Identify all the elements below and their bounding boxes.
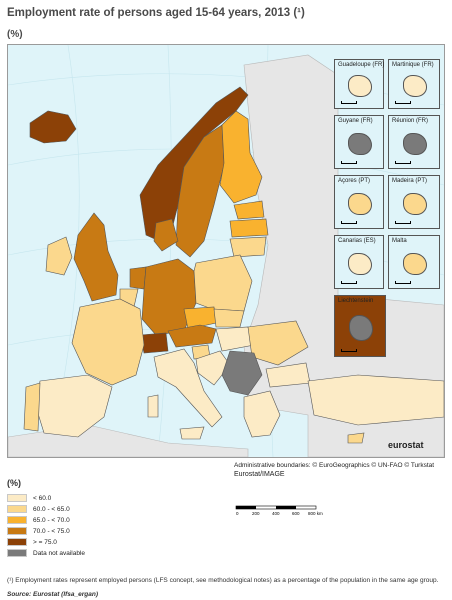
legend-item: 65.0 - < 70.0 bbox=[7, 515, 85, 525]
inset-azores: Açores (PT) bbox=[334, 175, 384, 229]
iceland bbox=[29, 110, 77, 144]
france bbox=[71, 298, 145, 386]
scale-label: 0 bbox=[236, 511, 239, 516]
united-kingdom bbox=[73, 212, 119, 302]
map-area: Guadeloupe (FR) Martinique (FR) Guyane (… bbox=[7, 44, 445, 458]
legend-swatch bbox=[7, 527, 27, 535]
sicily bbox=[179, 426, 205, 440]
inset-region bbox=[403, 192, 427, 216]
finland bbox=[219, 110, 263, 204]
scale-bar: 0 200 400 600 800 km bbox=[235, 505, 323, 516]
inset-scale bbox=[395, 281, 411, 284]
denmark bbox=[153, 218, 179, 252]
legend-swatch bbox=[7, 505, 27, 513]
inset-liechtenstein: Liechtenstein bbox=[334, 295, 386, 357]
inset-label: Guyane (FR) bbox=[338, 118, 373, 124]
legend-item: < 60.0 bbox=[7, 493, 85, 503]
legend-item: 70.0 - < 75.0 bbox=[7, 526, 85, 536]
source-note: Source: Eurostat (lfsa_ergan) bbox=[7, 591, 99, 598]
inset-label: Madeira (PT) bbox=[392, 178, 428, 184]
greece bbox=[243, 390, 281, 438]
inset-canarias: Canarias (ES) bbox=[334, 235, 384, 289]
legend-item: Data not available bbox=[7, 548, 85, 558]
legend-title: (%) bbox=[7, 478, 21, 488]
inset-scale bbox=[341, 101, 357, 104]
inset-region bbox=[348, 252, 372, 276]
eurostat-logo: eurostat bbox=[388, 440, 424, 450]
inset-label: Réunion (FR) bbox=[392, 118, 429, 124]
cyprus bbox=[347, 432, 365, 444]
inset-malta: Malta bbox=[388, 235, 440, 289]
inset-label: Guadeloupe (FR) bbox=[338, 62, 385, 68]
netherlands bbox=[129, 266, 147, 290]
inset-label: Malta bbox=[392, 238, 407, 244]
inset-region bbox=[403, 252, 427, 276]
legend: (%) < 60.0 60.0 - < 65.0 65.0 - < 70.0 7… bbox=[7, 478, 85, 559]
inset-reunion: Réunion (FR) bbox=[388, 115, 440, 169]
eurostat-image-credit: Eurostat/IMAGE bbox=[234, 471, 285, 478]
scale-label: 600 bbox=[292, 511, 300, 516]
admin-boundaries-note: Administrative boundaries: © EuroGeograp… bbox=[234, 462, 435, 469]
inset-label: Martinique (FR) bbox=[392, 62, 434, 68]
legend-label: Data not available bbox=[33, 549, 86, 557]
inset-guyane: Guyane (FR) bbox=[334, 115, 384, 169]
turkey bbox=[307, 374, 444, 426]
footnote: (¹) Employment rates represent employed … bbox=[7, 577, 439, 584]
latvia bbox=[229, 218, 269, 238]
inset-region bbox=[348, 75, 372, 97]
scale-label: 800 km bbox=[308, 511, 323, 516]
legend-label: 70.0 - < 75.0 bbox=[33, 527, 70, 535]
sweden bbox=[175, 124, 225, 258]
poland bbox=[193, 254, 253, 312]
legend-label: 65.0 - < 70.0 bbox=[33, 516, 70, 524]
legend-item: 60.0 - < 65.0 bbox=[7, 504, 85, 514]
austria bbox=[167, 324, 217, 348]
scale-label: 200 bbox=[252, 511, 260, 516]
inset-scale bbox=[341, 281, 357, 284]
ireland bbox=[45, 236, 73, 276]
legend-swatch bbox=[7, 538, 27, 546]
inset-scale bbox=[395, 161, 411, 164]
inset-scale bbox=[341, 161, 357, 164]
switzerland bbox=[139, 332, 169, 354]
inset-label: Liechtenstein bbox=[338, 298, 374, 304]
lithuania bbox=[229, 236, 267, 258]
legend-item: > = 75.0 bbox=[7, 537, 85, 547]
estonia bbox=[233, 200, 265, 220]
inset-scale bbox=[341, 221, 357, 224]
inset-region bbox=[403, 75, 427, 97]
inset-guadeloupe: Guadeloupe (FR) bbox=[334, 59, 384, 109]
inset-scale bbox=[395, 101, 411, 104]
inset-region bbox=[348, 132, 372, 156]
legend-label: > = 75.0 bbox=[33, 538, 57, 546]
romania bbox=[247, 320, 309, 366]
serbia bbox=[221, 350, 263, 396]
scale-label: 400 bbox=[272, 511, 280, 516]
italy bbox=[153, 348, 223, 428]
inset-scale bbox=[341, 349, 357, 352]
sardinia bbox=[147, 394, 159, 418]
legend-swatch bbox=[7, 549, 27, 557]
inset-label: Canarias (ES) bbox=[338, 238, 376, 244]
inset-scale bbox=[395, 221, 411, 224]
inset-label: Açores (PT) bbox=[338, 178, 371, 184]
portugal bbox=[23, 382, 41, 432]
map-subtitle: (%) bbox=[7, 29, 23, 40]
slovakia bbox=[213, 308, 245, 328]
inset-region bbox=[403, 132, 427, 156]
map-title: Employment rate of persons aged 15-64 ye… bbox=[7, 7, 305, 19]
inset-region bbox=[349, 315, 373, 342]
legend-swatch bbox=[7, 494, 27, 502]
legend-label: < 60.0 bbox=[33, 494, 52, 502]
legend-label: 60.0 - < 65.0 bbox=[33, 505, 70, 513]
inset-madeira: Madeira (PT) bbox=[388, 175, 440, 229]
inset-region bbox=[348, 192, 372, 216]
legend-swatch bbox=[7, 516, 27, 524]
inset-martinique: Martinique (FR) bbox=[388, 59, 440, 109]
